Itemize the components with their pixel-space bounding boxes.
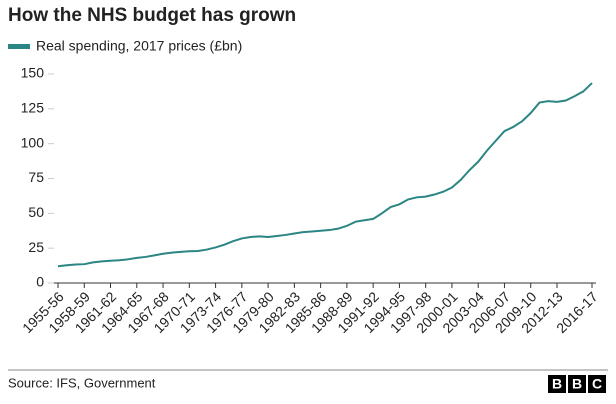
brand-box xyxy=(568,375,586,393)
legend-swatch xyxy=(8,44,30,49)
y-tick-label: 75 xyxy=(28,169,44,185)
y-tick-label: 150 xyxy=(21,65,45,81)
brand-letter: B xyxy=(552,376,562,392)
y-tick-label: 50 xyxy=(28,204,44,220)
y-tick-label: 100 xyxy=(21,134,45,150)
brand-letter: B xyxy=(572,376,582,392)
brand-letter: C xyxy=(592,376,602,392)
brand-box xyxy=(588,375,606,393)
source: Source: IFS, Government xyxy=(8,375,156,390)
chart-title: How the NHS budget has grown xyxy=(8,5,296,26)
y-tick-label: 25 xyxy=(28,239,44,255)
y-tick-label: 125 xyxy=(21,100,45,116)
legend-label: Real spending, 2017 prices (£bn) xyxy=(36,38,242,54)
brand-box xyxy=(548,375,566,393)
y-tick-label: 0 xyxy=(36,274,44,290)
line xyxy=(57,82,593,268)
